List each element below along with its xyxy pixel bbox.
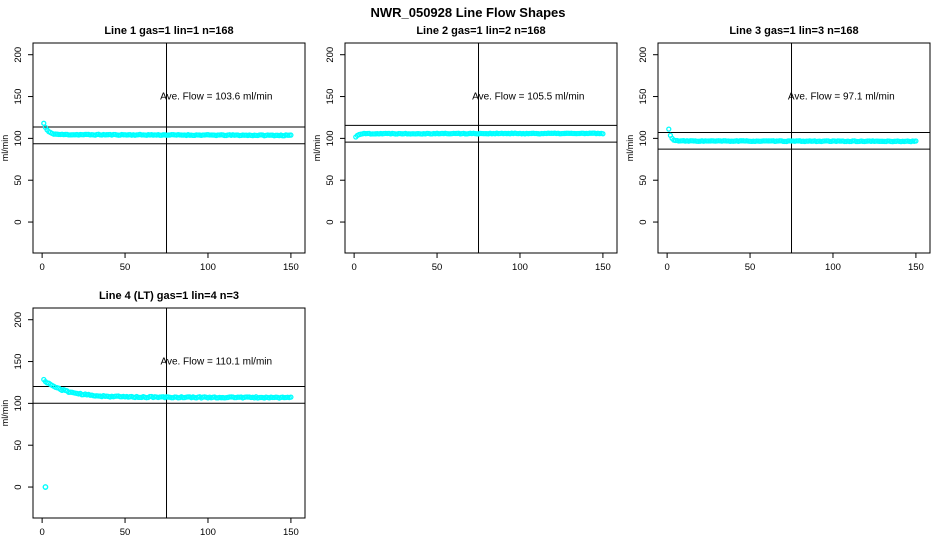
outlier-point [42,484,49,490]
x-tick-label: 50 [120,262,131,273]
ave-flow-annotation: Ave. Flow = 110.1 ml/min [160,357,272,368]
x-tick-label: 0 [39,527,44,538]
ave-flow-annotation: Ave. Flow = 103.6 ml/min [160,92,272,103]
y-tick-label: 200 [638,47,649,63]
y-tick-label: 150 [325,89,336,105]
y-tick-label: 0 [638,219,649,224]
x-tick-label: 50 [745,262,756,273]
data-points [353,130,606,140]
x-tick-label: 50 [120,527,131,538]
x-tick-label: 50 [432,262,443,273]
y-tick-label: 200 [13,47,24,63]
data-point [41,120,47,126]
y-axis-label: ml/min [312,135,322,162]
data-points [41,120,294,139]
x-tick-label: 100 [200,527,216,538]
ave-flow-annotation: Ave. Flow = 97.1 ml/min [788,92,895,103]
y-tick-label: 100 [13,395,24,411]
subplot-title: Line 2 gas=1 lin=2 n=168 [416,25,545,37]
figure-title: NWR_050928 Line Flow Shapes [370,5,565,20]
y-tick-label: 50 [325,175,336,186]
y-tick-label: 100 [325,130,336,146]
y-axis-label: ml/min [0,135,10,162]
y-tick-label: 200 [13,312,24,328]
x-tick-label: 100 [512,262,528,273]
x-tick-label: 100 [825,262,841,273]
data-point [288,132,294,138]
y-tick-label: 50 [13,440,24,451]
y-tick-label: 50 [13,175,24,186]
subplot-4: Line 4 (LT) gas=1 lin=4 n=3 0 50 100 150 0 50 1… [0,290,306,538]
subplot-title: Line 4 (LT) gas=1 lin=4 n=3 [99,290,239,302]
y-tick-label: 150 [13,354,24,370]
y-tick-label: 50 [638,175,649,186]
x-tick-label: 150 [908,262,924,273]
y-tick-label: 0 [13,219,24,224]
plot-box [32,307,306,519]
subplot-2: Line 2 gas=1 lin=2 n=168 0 50 100 150 0 50 100 1… [312,25,618,273]
plot-box [657,42,931,254]
data-point [600,131,606,137]
y-axis-label: ml/min [625,135,635,162]
subplot-3: Line 3 gas=1 lin=3 n=168 0 50 100 150 0 50 100 1… [625,25,931,273]
y-tick-label: 200 [325,47,336,63]
x-tick-label: 150 [595,262,611,273]
y-tick-label: 100 [638,130,649,146]
subplot-1: Line 1 gas=1 lin=1 n=168 0 50 100 150 0 50 100 1… [0,25,306,273]
x-tick-label: 150 [283,262,299,273]
data-point [288,394,294,400]
plot-box [32,42,306,254]
data-points [666,126,919,145]
x-tick-label: 0 [39,262,44,273]
y-tick-label: 0 [13,484,24,489]
x-tick-label: 0 [351,262,356,273]
data-point [913,138,919,144]
data-point [666,126,672,132]
y-tick-label: 100 [13,130,24,146]
plot-box [344,42,618,254]
x-tick-label: 100 [200,262,216,273]
y-tick-label: 150 [13,89,24,105]
data-points [41,376,294,490]
subplot-title: Line 3 gas=1 lin=3 n=168 [729,25,858,37]
x-tick-label: 0 [664,262,669,273]
ave-flow-annotation: Ave. Flow = 105.5 ml/min [472,92,584,103]
x-tick-label: 150 [283,527,299,538]
y-tick-label: 150 [638,89,649,105]
subplot-title: Line 1 gas=1 lin=1 n=168 [104,25,233,37]
y-tick-label: 0 [325,219,336,224]
y-axis-label: ml/min [0,400,10,427]
